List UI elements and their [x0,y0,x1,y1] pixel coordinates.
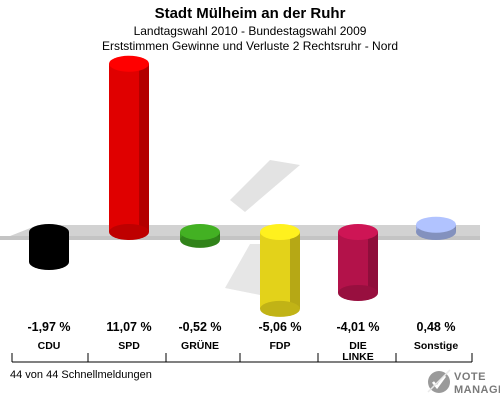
chart-title: Stadt Mülheim an der Ruhr [155,5,346,22]
bar-spd [109,55,149,240]
category-label: LINKE [342,351,374,363]
category-label: DIE [349,340,367,352]
value-label: -0,52 % [178,320,221,334]
labels-layer: -1,97 % CDU 11,07 % SPD -0,52 % GRÜNE -5,06 % F… [27,320,458,363]
baseline-plane [0,160,480,295]
vote-manager-brand-line1: VOTE [454,371,486,383]
reporting-status: 44 von 44 Schnellmeldungen [10,369,152,381]
category-label: GRÜNE [181,339,219,352]
bar-cdu [29,224,69,270]
bar-fdp [260,224,300,317]
chart-subtitle-2: Erststimmen Gewinne und Verluste 2 Recht… [102,39,398,53]
vote-manager-brand-line2: MANAGER [454,384,500,396]
category-axis [11,353,473,363]
vote-manager-logo: VOTE MANAGER [427,369,500,396]
chart-subtitle-1: Landtagswahl 2010 - Bundestagswahl 2009 [134,24,367,38]
value-label: -5,06 % [258,320,301,334]
bars-layer [29,55,456,317]
value-label: -4,01 % [336,320,379,334]
category-label: FDP [270,340,291,352]
category-label: SPD [118,340,140,352]
bar-grüne [180,224,220,248]
category-label: Sonstige [414,340,458,352]
bar-die-linke [338,224,378,301]
category-label: CDU [38,340,61,352]
value-label: 0,48 % [417,320,456,334]
bar-sonstige [416,216,456,240]
value-label: -1,97 % [27,320,70,334]
vote-manager-check-icon [427,369,451,393]
value-label: 11,07 % [106,320,151,334]
